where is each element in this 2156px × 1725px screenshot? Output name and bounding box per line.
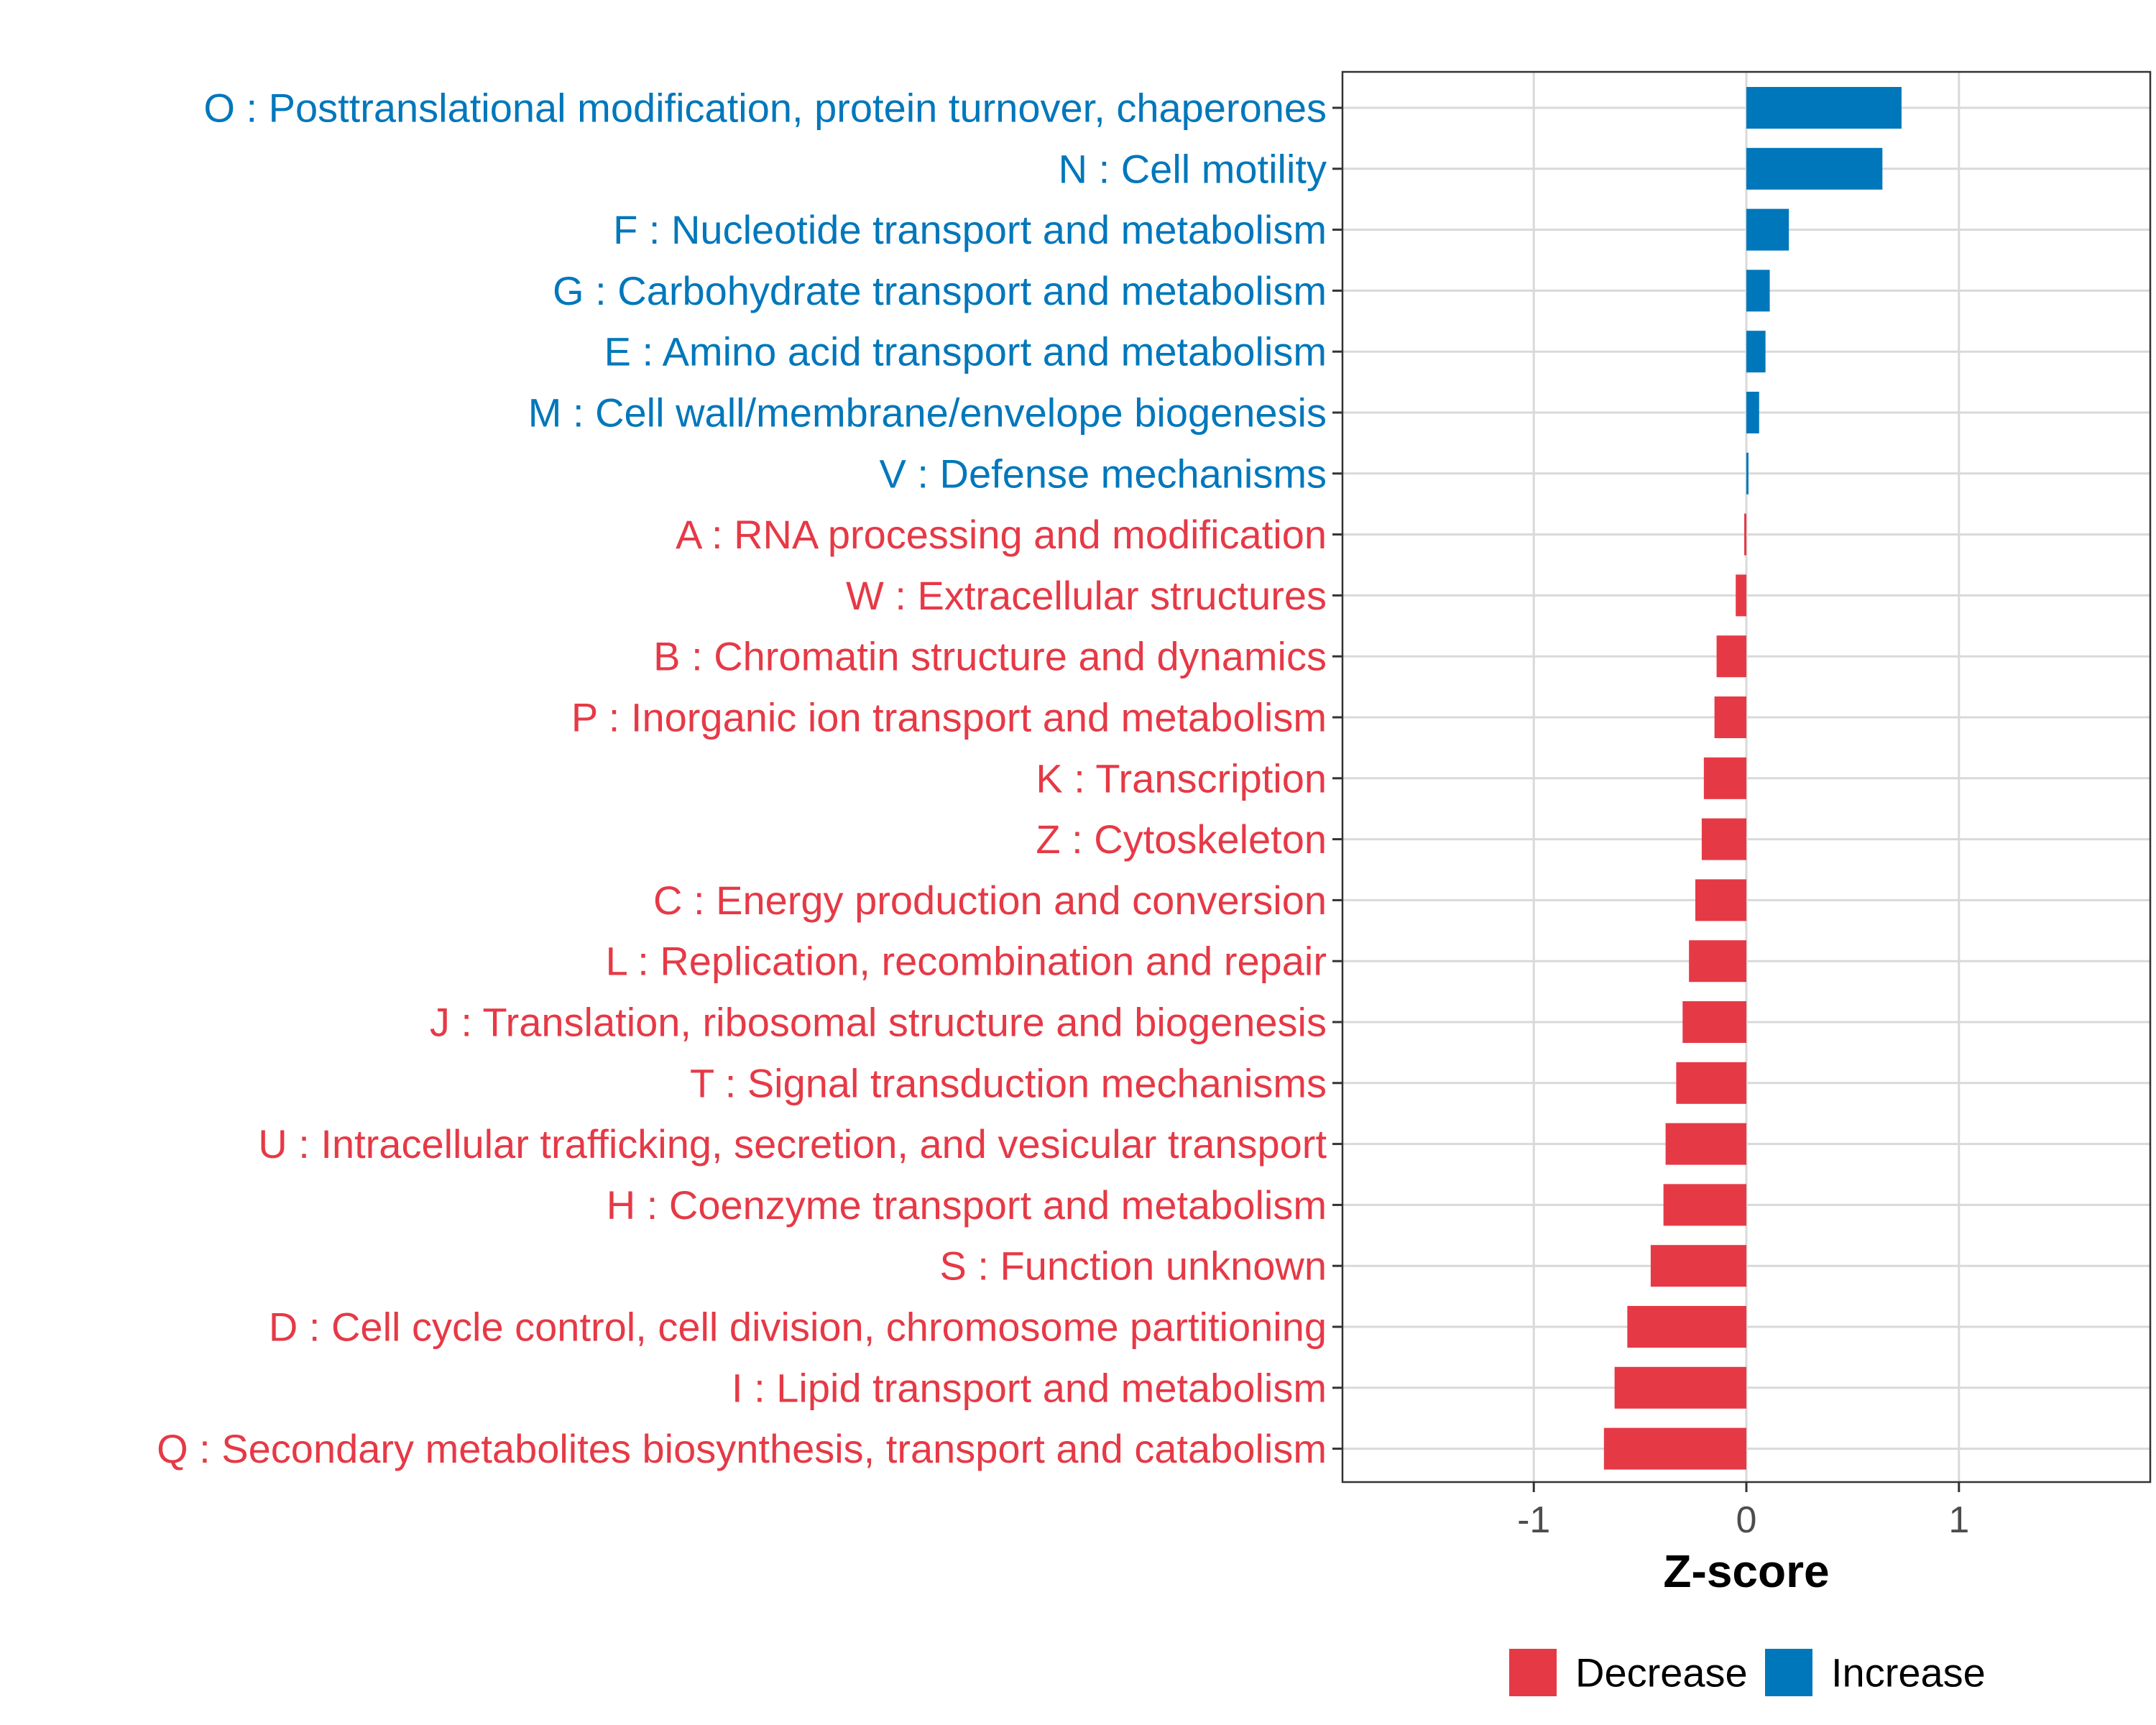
x-tick-label: 1 (1948, 1499, 1969, 1541)
bar (1714, 696, 1746, 738)
bar (1663, 1184, 1746, 1226)
category-label: U : Intracellular trafficking, secretion… (258, 1121, 1327, 1167)
x-tick-label: 0 (1736, 1499, 1757, 1541)
x-tick-label: -1 (1517, 1499, 1550, 1541)
category-label: Q : Secondary metabolites biosynthesis, … (157, 1426, 1327, 1471)
category-label: K : Transcription (1036, 755, 1327, 801)
legend-key-decrease (1509, 1649, 1557, 1696)
legend-label-decrease: Decrease (1575, 1650, 1748, 1696)
legend: Decrease Increase (1509, 1649, 1986, 1696)
bar (1676, 1062, 1746, 1104)
category-label: F : Nucleotide transport and metabolism (613, 207, 1327, 252)
bar (1746, 208, 1789, 251)
bar (1695, 879, 1746, 921)
category-label: V : Defense mechanisms (880, 451, 1327, 496)
category-label: B : Chromatin structure and dynamics (653, 634, 1327, 679)
category-label: D : Cell cycle control, cell division, c… (269, 1305, 1327, 1350)
bar (1703, 757, 1746, 799)
category-label: N : Cell motility (1059, 146, 1327, 191)
bar (1744, 513, 1746, 556)
category-label: W : Extracellular structures (846, 573, 1327, 618)
category-label: A : RNA processing and modification (676, 512, 1327, 557)
bar (1746, 392, 1759, 433)
category-label: G : Carbohydrate transport and metabolis… (553, 268, 1327, 313)
bar (1746, 270, 1770, 312)
bar (1746, 87, 1902, 129)
bar (1650, 1245, 1746, 1287)
category-labels: O : Posttranslational modification, prot… (157, 86, 1342, 1471)
category-label: E : Amino acid transport and metabolism (604, 329, 1327, 374)
category-label: L : Replication, recombination and repai… (606, 939, 1327, 984)
category-label: Z : Cytoskeleton (1036, 816, 1327, 862)
bar (1614, 1366, 1746, 1409)
category-label: M : Cell wall/membrane/envelope biogenes… (528, 390, 1327, 436)
category-label: J : Translation, ribosomal structure and… (430, 1000, 1327, 1045)
category-label: T : Signal transduction mechanisms (690, 1060, 1327, 1105)
legend-key-increase (1765, 1649, 1812, 1696)
bar (1627, 1306, 1746, 1348)
bar (1682, 1001, 1746, 1043)
bar (1603, 1427, 1746, 1470)
category-label: P : Inorganic ion transport and metaboli… (571, 695, 1327, 740)
category-label: I : Lipid transport and metabolism (732, 1365, 1327, 1410)
category-label: C : Energy production and conversion (653, 878, 1327, 923)
legend-label-increase: Increase (1831, 1650, 1986, 1696)
x-axis: -1 0 1 (1517, 1482, 1969, 1541)
category-label: O : Posttranslational modification, prot… (203, 86, 1327, 131)
bar (1746, 452, 1749, 494)
category-label: H : Coenzyme transport and metabolism (607, 1182, 1327, 1228)
bar (1716, 635, 1746, 678)
bar (1665, 1123, 1746, 1165)
bar (1736, 574, 1746, 617)
bar (1746, 331, 1766, 373)
category-label: S : Function unknown (939, 1243, 1327, 1289)
bar (1746, 147, 1883, 190)
bars (1603, 87, 1902, 1470)
bar (1701, 818, 1746, 860)
bar (1689, 940, 1746, 983)
x-axis-title: Z-score (1663, 1545, 1829, 1597)
